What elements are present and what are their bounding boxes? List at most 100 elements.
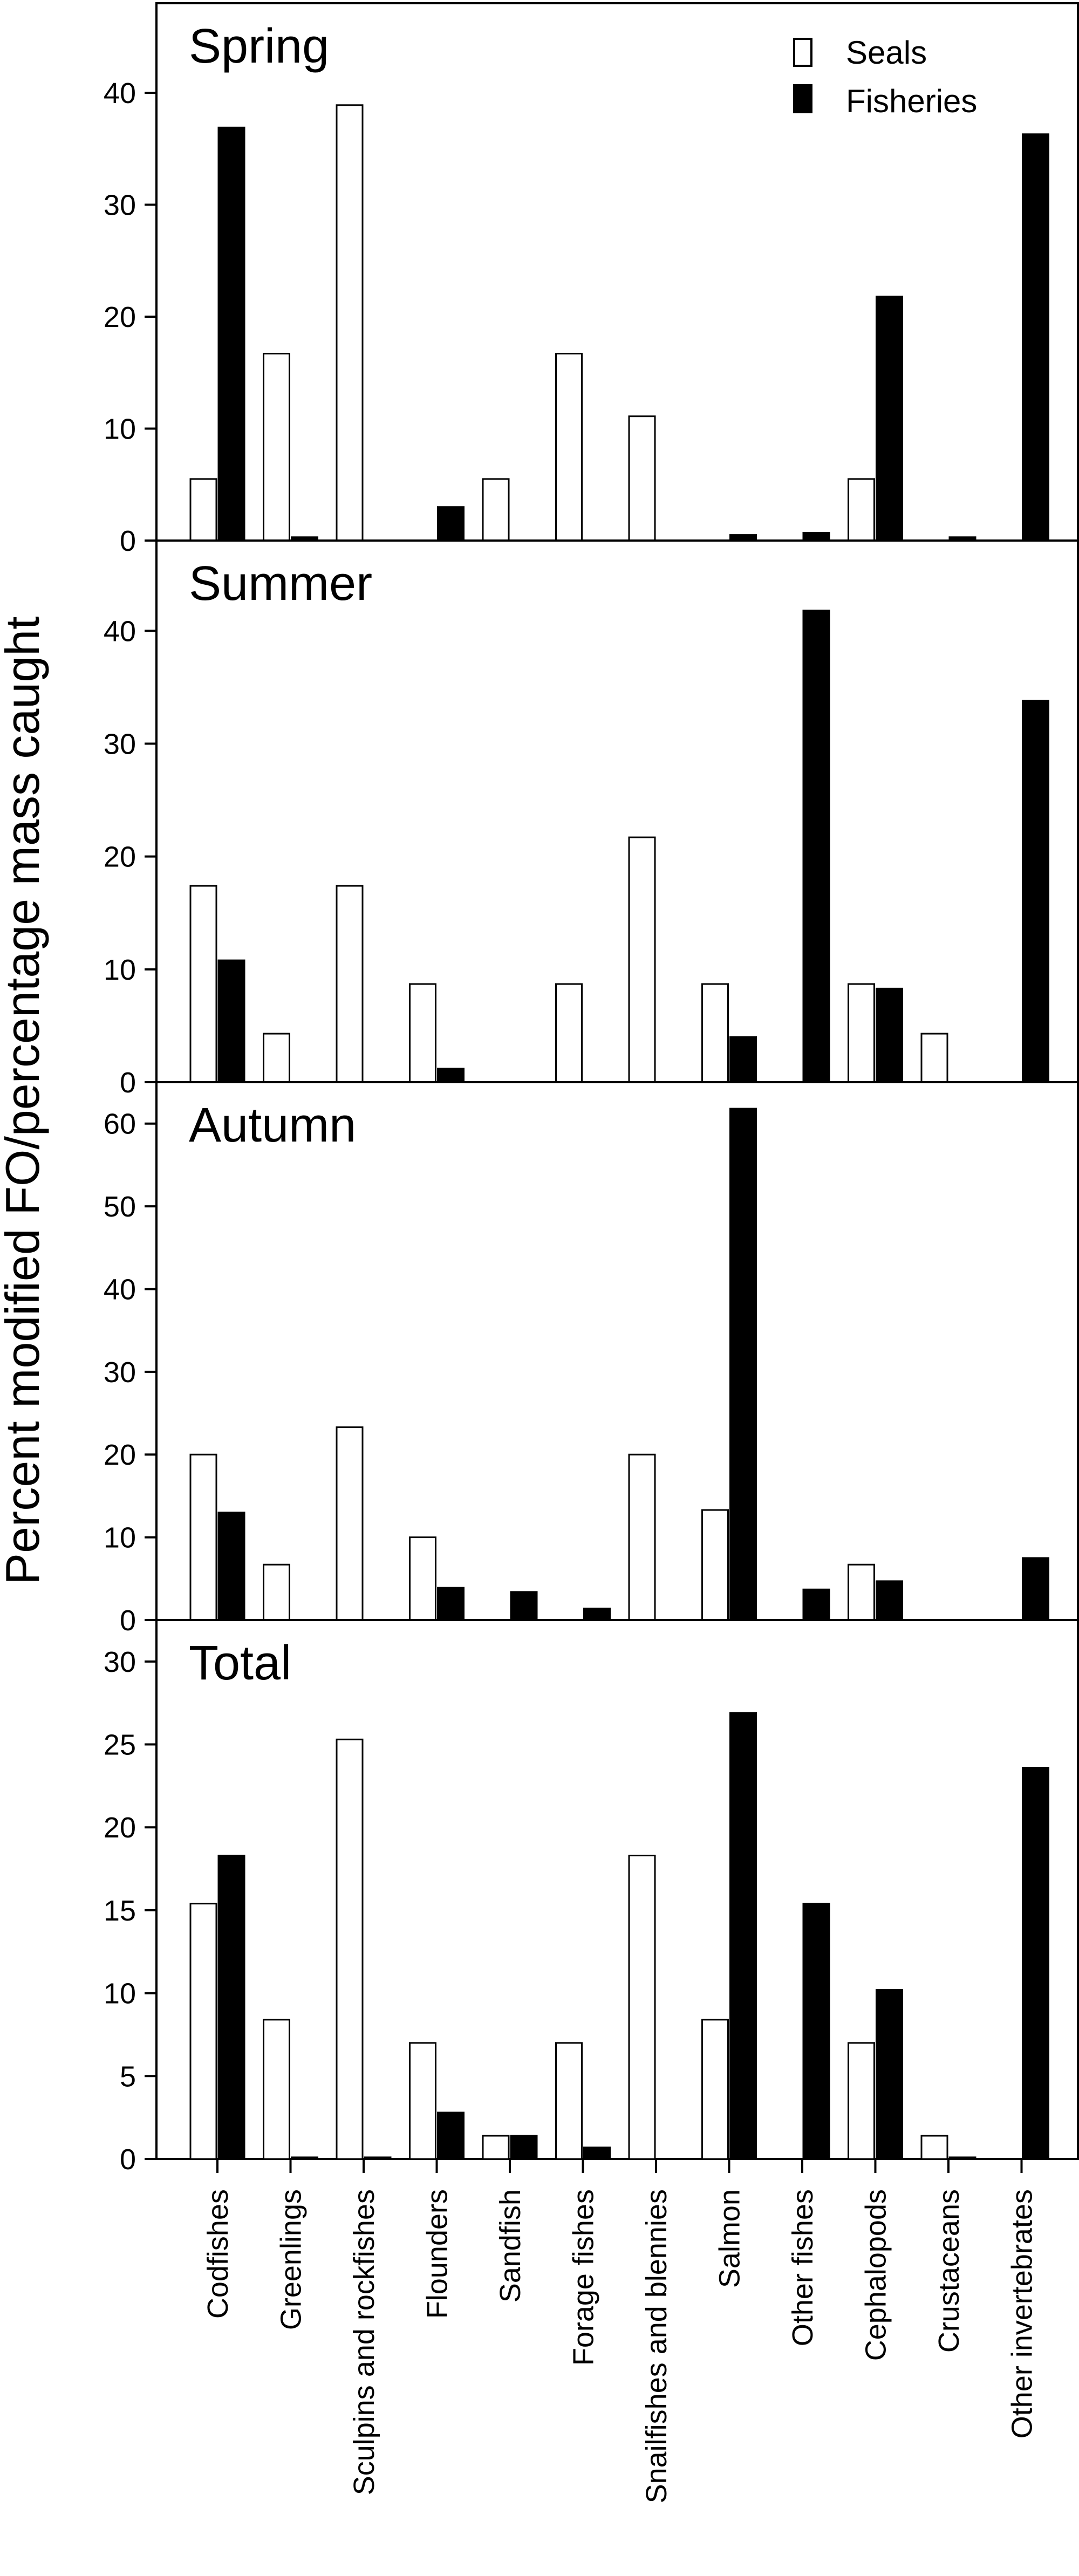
y-tick-label-summer-40: 40 — [104, 615, 136, 647]
bar-seals-spring-codfishes — [189, 478, 217, 542]
bar-fisheries-total-sculpins-and-rockfishes — [364, 2156, 392, 2160]
bar-fisheries-total-greenlings — [291, 2156, 318, 2160]
bar-seals-summer-forage-fishes — [555, 983, 583, 1083]
bar-seals-autumn-sculpins-and-rockfishes — [336, 1426, 364, 1621]
y-tick-label-autumn-10: 10 — [104, 1522, 136, 1554]
bar-fisheries-spring-other-fishes — [802, 531, 830, 542]
bar-seals-total-flounders — [409, 2042, 436, 2160]
bar-seals-autumn-cephalopods — [848, 1563, 875, 1621]
category-label-salmon: Salmon — [714, 2189, 746, 2288]
y-tick-label-spring-40: 40 — [104, 77, 136, 110]
bar-seals-total-sculpins-and-rockfishes — [336, 1738, 364, 2160]
category-label-sculpins-and-rockfishes: Sculpins and rockfishes — [348, 2189, 380, 2495]
bar-fisheries-autumn-salmon — [729, 1108, 757, 1621]
category-label-other-fishes: Other fishes — [787, 2189, 819, 2346]
bar-seals-spring-sandfish — [482, 478, 510, 542]
bar-seals-total-crustaceans — [920, 2135, 948, 2160]
y-axis-label: Percent modified FO/percentage mass caug… — [0, 616, 49, 1584]
bar-seals-total-forage-fishes — [555, 2042, 583, 2160]
bar-fisheries-total-forage-fishes — [583, 2146, 611, 2160]
bar-fisheries-total-codfishes — [217, 1854, 245, 2160]
bar-fisheries-summer-other-invertebrates — [1022, 700, 1049, 1083]
chart-panels: Spring 0 10 20 30 40 Summer 0 10 20 30 40 Autumn 0 10 2… — [104, 2, 1079, 2176]
bar-fisheries-total-other-fishes — [802, 1903, 830, 2160]
bar-seals-total-codfishes — [189, 1903, 217, 2160]
bar-seals-spring-greenlings — [263, 352, 290, 542]
bar-seals-spring-sculpins-and-rockfishes — [336, 104, 364, 542]
y-tick-label-autumn-20: 20 — [104, 1439, 136, 1471]
bar-seals-summer-sculpins-and-rockfishes — [336, 885, 364, 1083]
bar-seals-spring-forage-fishes — [555, 352, 583, 542]
category-axis-labels: Codfishes Greenlings Sculpins and rockfish… — [202, 2159, 1039, 2503]
panel-summer: Summer 0 10 20 30 40 — [104, 539, 1079, 1099]
panel-title-spring: Spring — [189, 19, 329, 73]
bar-seals-total-sandfish — [482, 2135, 510, 2160]
bar-seals-summer-cephalopods — [848, 983, 875, 1083]
y-tick-label-total-5: 5 — [120, 2060, 136, 2093]
bar-seals-autumn-codfishes — [189, 1453, 217, 1621]
y-tick-label-autumn-0: 0 — [120, 1604, 136, 1637]
bar-fisheries-summer-salmon — [729, 1036, 757, 1083]
category-label-greenlings: Greenlings — [275, 2189, 308, 2330]
y-tick-label-total-30: 30 — [104, 1646, 136, 1678]
bar-fisheries-total-cephalopods — [876, 1989, 903, 2160]
category-label-flounders: Flounders — [421, 2189, 454, 2319]
legend-swatch-fisheries — [793, 84, 812, 113]
y-tick-label-spring-0: 0 — [120, 525, 136, 557]
bar-seals-autumn-salmon — [701, 1509, 729, 1621]
bar-seals-total-salmon — [701, 2019, 729, 2160]
legend-label-seals: Seals — [846, 35, 927, 71]
y-tick-label-total-0: 0 — [120, 2143, 136, 2176]
category-label-forage-fishes: Forage fishes — [568, 2189, 600, 2366]
bar-fisheries-spring-other-invertebrates — [1022, 133, 1049, 542]
bar-seals-autumn-greenlings — [263, 1563, 290, 1621]
bar-seals-summer-crustaceans — [920, 1033, 948, 1083]
bar-seals-summer-snailfishes-and-blennies — [628, 836, 656, 1083]
y-tick-label-spring-20: 20 — [104, 301, 136, 333]
bar-fisheries-summer-other-fishes — [802, 610, 830, 1083]
bar-seals-total-snailfishes-and-blennies — [628, 1854, 656, 2160]
y-tick-label-total-25: 25 — [104, 1729, 136, 1761]
panel-frame-autumn — [155, 1081, 1079, 1621]
panel-title-autumn: Autumn — [189, 1098, 356, 1152]
category-label-codfishes: Codfishes — [202, 2189, 234, 2319]
panel-autumn: Autumn 0 10 20 30 40 50 60 — [104, 1081, 1079, 1637]
y-tick-label-total-20: 20 — [104, 1812, 136, 1844]
bar-fisheries-summer-codfishes — [217, 959, 245, 1083]
panel-title-total: Total — [189, 1636, 291, 1690]
bar-seals-spring-snailfishes-and-blennies — [628, 415, 656, 542]
bar-fisheries-autumn-sandfish — [510, 1591, 538, 1621]
y-tick-label-summer-10: 10 — [104, 954, 136, 986]
y-tick-label-autumn-40: 40 — [104, 1273, 136, 1306]
legend-swatch-seals — [793, 38, 812, 67]
category-label-crustaceans: Crustaceans — [933, 2189, 965, 2353]
bar-seals-total-cephalopods — [848, 2042, 875, 2160]
bar-seals-autumn-snailfishes-and-blennies — [628, 1453, 656, 1621]
bar-fisheries-autumn-cephalopods — [876, 1580, 903, 1621]
bar-fisheries-total-flounders — [437, 2112, 465, 2160]
bar-seals-summer-salmon — [701, 983, 729, 1083]
y-tick-label-summer-0: 0 — [120, 1067, 136, 1099]
y-tick-label-spring-10: 10 — [104, 413, 136, 446]
bar-fisheries-total-salmon — [729, 1712, 757, 2160]
panel-title-summer: Summer — [189, 557, 372, 611]
bar-fisheries-total-sandfish — [510, 2135, 538, 2160]
legend: Seals Fisheries — [793, 35, 977, 119]
y-tick-label-summer-30: 30 — [104, 728, 136, 761]
category-label-other-invertebrates: Other invertebrates — [1006, 2189, 1039, 2438]
panel-frame-total — [155, 1619, 1079, 2160]
bar-fisheries-autumn-forage-fishes — [583, 1608, 611, 1621]
bar-fisheries-autumn-other-fishes — [802, 1588, 830, 1621]
bar-fisheries-total-other-invertebrates — [1022, 1767, 1049, 2160]
bar-fisheries-spring-codfishes — [217, 126, 245, 542]
y-tick-label-autumn-60: 60 — [104, 1108, 136, 1140]
category-label-sandfish: Sandfish — [494, 2189, 527, 2302]
bar-fisheries-spring-flounders — [437, 506, 465, 542]
bar-seals-spring-cephalopods — [848, 478, 875, 542]
y-tick-label-summer-20: 20 — [104, 841, 136, 873]
bar-fisheries-autumn-other-invertebrates — [1022, 1557, 1049, 1621]
bar-fisheries-spring-cephalopods — [876, 296, 903, 542]
panel-total: Total 0 5 10 15 20 25 30 — [104, 1619, 1079, 2176]
bar-fisheries-total-crustaceans — [948, 2156, 976, 2160]
